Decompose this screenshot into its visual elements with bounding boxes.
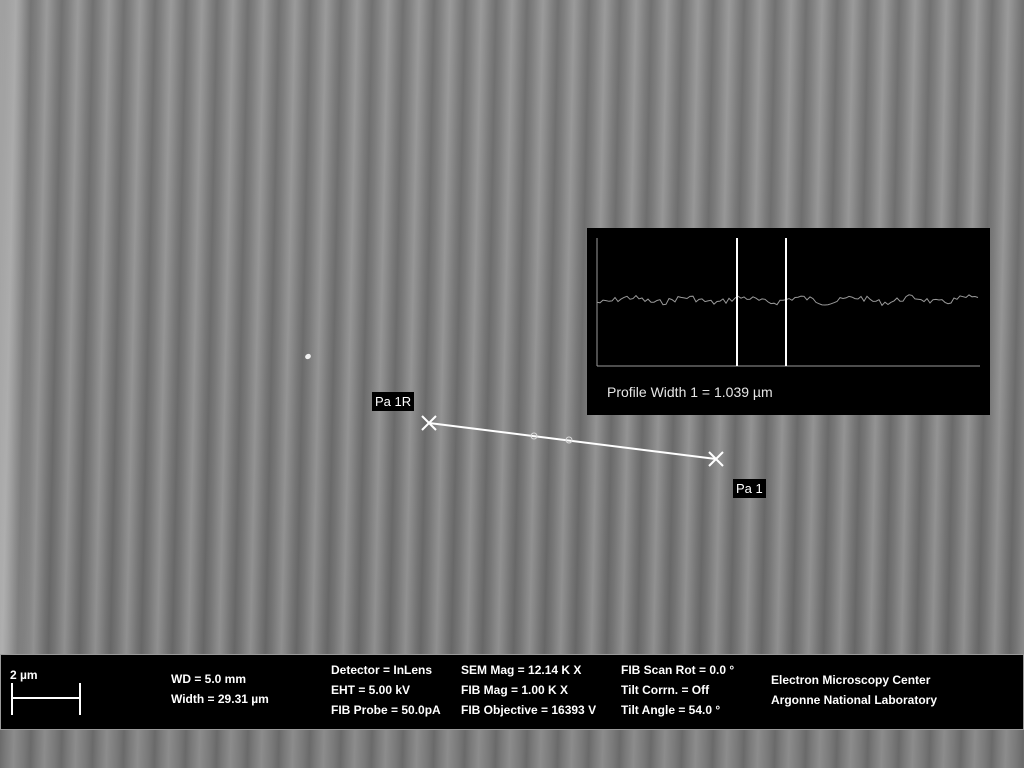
eht: EHT = 5.00 kV xyxy=(331,683,411,697)
marker-label-start: Pa 1R xyxy=(372,392,415,411)
profile-width-readout: Profile Width 1 = 1.039 µm xyxy=(607,384,773,400)
scale-bar xyxy=(11,683,81,715)
fib-probe: FIB Probe = 50.0pA xyxy=(331,703,441,717)
org-line-1: Electron Microscopy Center xyxy=(771,673,931,687)
tilt-angle: Tilt Angle = 54.0 ° xyxy=(621,703,721,717)
image-edge-brightening xyxy=(0,0,30,768)
fib-scan-rot: FIB Scan Rot = 0.0 ° xyxy=(621,663,735,677)
width-handle-2[interactable] xyxy=(565,436,573,444)
fib-objective: FIB Objective = 16393 V xyxy=(461,703,597,717)
sem-mag: SEM Mag = 12.14 K X xyxy=(461,663,582,677)
tilt-corrn: Tilt Corrn. = Off xyxy=(621,683,710,697)
end-cross-marker[interactable] xyxy=(708,451,724,467)
sem-info-bar: 2 µm WD = 5.0 mm Width = 29.31 µm Detect… xyxy=(0,654,1024,730)
field-width: Width = 29.31 µm xyxy=(171,692,269,706)
working-distance: WD = 5.0 mm xyxy=(171,672,247,686)
detector: Detector = InLens xyxy=(331,663,433,677)
sem-image-bottom-strip xyxy=(0,730,1024,768)
fib-mag: FIB Mag = 1.00 K X xyxy=(461,683,569,697)
scale-bar-label: 2 µm xyxy=(10,668,38,682)
marker-label-end: Pa 1 xyxy=(733,479,766,498)
start-cross-marker[interactable] xyxy=(421,415,437,431)
line-profile-plot xyxy=(596,238,980,367)
profile-line[interactable] xyxy=(428,422,717,460)
width-handle-1[interactable] xyxy=(530,432,538,440)
profile-trace xyxy=(596,294,979,307)
org-line-2: Argonne National Laboratory xyxy=(771,693,938,707)
line-profile-panel: Profile Width 1 = 1.039 µm xyxy=(587,228,990,415)
